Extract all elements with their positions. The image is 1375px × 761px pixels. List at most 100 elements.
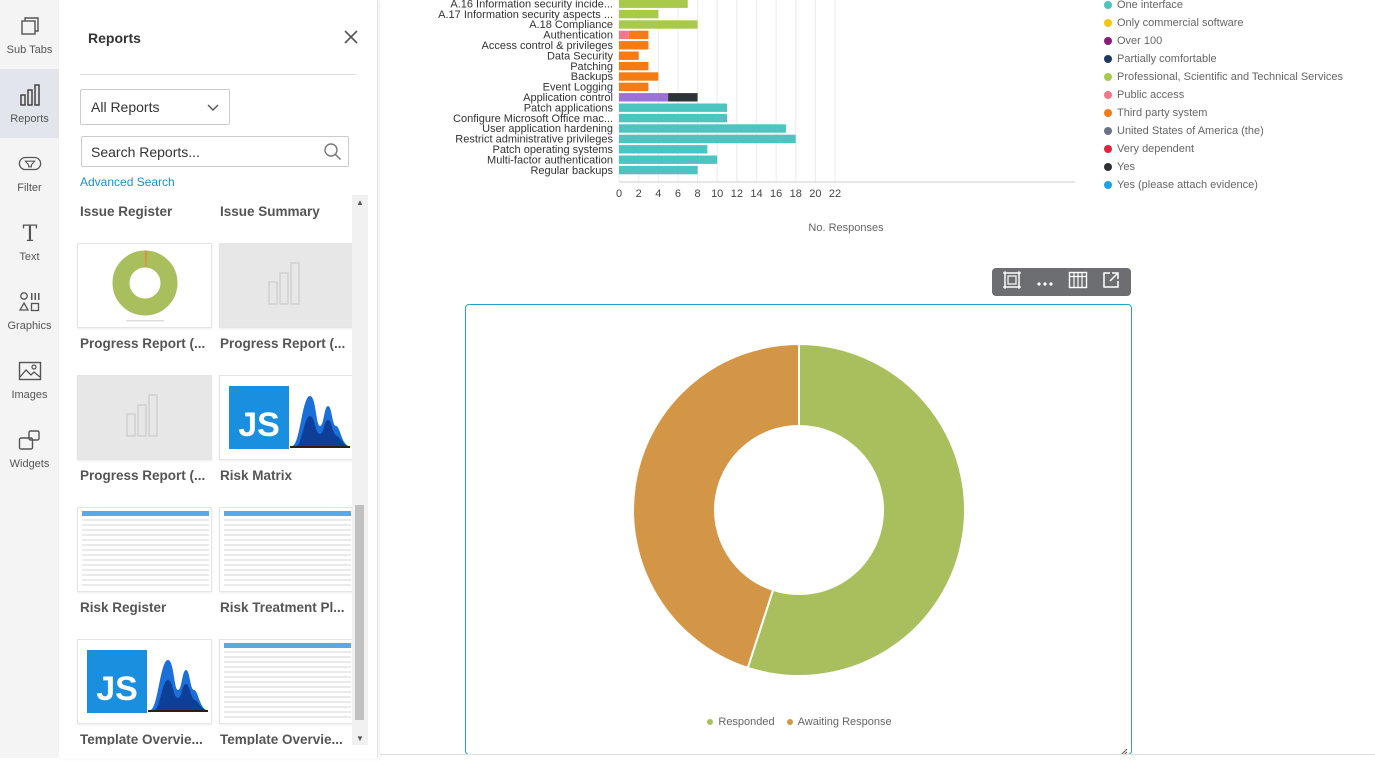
bar-segment[interactable] [619, 124, 786, 133]
category-label: Multi-factor authentication [487, 154, 613, 166]
scroll-down-icon[interactable]: ▼ [356, 733, 364, 743]
bar-segment[interactable] [619, 134, 796, 144]
legend-entry[interactable]: Over 100 [1104, 35, 1162, 47]
select-frame-button[interactable] [999, 270, 1025, 293]
legend-entry[interactable]: United States of America (the) [1104, 125, 1264, 137]
bar-segment[interactable] [619, 103, 728, 112]
bar-segment[interactable] [619, 20, 698, 29]
rail-item-images[interactable]: Images [0, 345, 59, 414]
table-view-button[interactable] [1065, 271, 1091, 293]
legend-entry[interactable]: Very dependent [1104, 143, 1194, 155]
report-card-title[interactable]: Progress Report (... [220, 336, 346, 351]
scroll-up-icon[interactable]: ▲ [356, 197, 364, 207]
search-input[interactable] [82, 137, 312, 166]
rail-item-widgets[interactable]: Widgets [0, 414, 59, 483]
donut-chart [632, 342, 966, 677]
js-logo-icon: JS [87, 650, 208, 713]
rail-item-text[interactable]: T Text [0, 207, 59, 276]
rail-item-filter[interactable]: Filter [0, 138, 59, 207]
bar-segment[interactable] [619, 61, 649, 71]
report-card-title[interactable]: Issue Register [80, 204, 173, 219]
rail-item-graphics[interactable]: Graphics [0, 276, 59, 345]
advanced-search-link[interactable]: Advanced Search [80, 175, 175, 189]
legend-entry[interactable]: Yes [1104, 161, 1135, 173]
report-thumbnail[interactable] [77, 243, 212, 328]
bar-segment[interactable] [668, 93, 698, 102]
category-label: A.17 Information security aspects ... [438, 9, 613, 21]
stack-icon [18, 14, 42, 38]
expand-button[interactable] [1098, 271, 1124, 293]
report-card-title[interactable]: Progress Report (... [80, 468, 206, 483]
report-thumbnail[interactable] [219, 243, 354, 328]
bar-segment[interactable] [619, 155, 718, 164]
category-label: Authentication [543, 30, 613, 42]
report-card-title[interactable]: Template Overvie... [220, 732, 343, 745]
bar-segment[interactable] [619, 72, 659, 81]
report-thumbnail[interactable] [219, 507, 354, 592]
rail-item-sub-tabs[interactable]: Sub Tabs [0, 0, 59, 69]
placeholder-chart-icon [126, 394, 158, 437]
report-card-title[interactable]: Risk Register [80, 600, 167, 615]
bar-segment[interactable] [619, 145, 708, 154]
legend-label: Third party system [1117, 107, 1208, 119]
report-thumbnail[interactable] [77, 507, 212, 592]
legend-entry[interactable]: Third party system [1104, 107, 1207, 119]
x-tick-label: 16 [770, 188, 782, 200]
legend-entry[interactable]: Public access [1104, 89, 1184, 101]
legend-dot [707, 719, 714, 725]
report-filter-select[interactable]: All Reports [80, 89, 230, 125]
report-card-title[interactable]: Progress Report (... [80, 336, 206, 351]
legend-entry-responded[interactable]: Responded [707, 716, 775, 728]
category-label: Patch applications [524, 102, 614, 114]
legend-label: United States of America (the) [1117, 125, 1264, 137]
reports-panel: Reports All Reports Advanced Search Issu… [59, 0, 378, 758]
resize-handle-icon[interactable] [1120, 743, 1128, 756]
report-thumbnail[interactable]: JS [77, 639, 212, 724]
legend-entry[interactable]: One interface [1104, 0, 1183, 11]
donut-slice[interactable] [632, 342, 800, 670]
search-icon[interactable] [323, 142, 342, 161]
external-link-icon [1102, 271, 1120, 294]
bar-segment[interactable] [619, 82, 649, 92]
category-label: Regular backups [530, 165, 613, 177]
more-options-button[interactable] [1032, 271, 1058, 293]
legend-entry-awaiting-response[interactable]: Awaiting Response [786, 716, 892, 728]
bar-segment[interactable] [619, 51, 639, 60]
legend-entry[interactable]: Yes (please attach evidence) [1104, 179, 1258, 191]
report-thumbnail[interactable] [77, 375, 212, 460]
bar-chart-icon [18, 83, 42, 107]
donut-slice[interactable] [746, 342, 966, 677]
scrollbar-thumb[interactable] [355, 505, 364, 720]
bar-segment[interactable] [619, 30, 629, 40]
bar-segment[interactable] [619, 113, 728, 123]
filter-icon [18, 152, 42, 176]
report-thumbnail[interactable] [219, 639, 354, 724]
bar-segment[interactable] [619, 0, 688, 8]
report-card-title[interactable]: Template Overvie... [80, 732, 203, 745]
ellipsis-icon [1035, 273, 1055, 291]
bar-segment[interactable] [619, 9, 659, 19]
bar-segment[interactable] [619, 93, 669, 102]
bar-segment[interactable] [619, 41, 649, 50]
legend-entry[interactable]: Only commercial software [1104, 17, 1244, 29]
legend-entry[interactable]: Partially comfortable [1104, 53, 1217, 65]
legend-entry[interactable]: Professional, Scientific and Technical S… [1104, 71, 1343, 83]
donut-chart-widget[interactable]: Responded Awaiting Response [465, 304, 1132, 756]
report-filter-value: All Reports [91, 99, 160, 115]
report-card-title[interactable]: Risk Matrix [220, 468, 293, 483]
x-tick-label: 12 [731, 188, 743, 200]
rail-item-reports[interactable]: Reports [0, 69, 59, 138]
bar-segment[interactable] [628, 30, 649, 40]
report-card-title[interactable]: Issue Summary [220, 204, 320, 219]
widget-icon [18, 428, 42, 452]
report-thumbnail[interactable]: JS [219, 375, 354, 460]
rail-label: Reports [10, 113, 49, 125]
close-icon[interactable] [342, 28, 360, 46]
bar-segment[interactable] [619, 165, 698, 175]
rail-label: Images [11, 389, 48, 401]
category-label: Restrict administrative privileges [455, 134, 613, 146]
report-card-title[interactable]: Risk Treatment Pl... [220, 600, 345, 615]
category-label: User application hardening [482, 123, 613, 135]
report-list-scrollbar[interactable]: ▲ ▼ [352, 195, 368, 745]
legend-dot [1104, 55, 1112, 63]
